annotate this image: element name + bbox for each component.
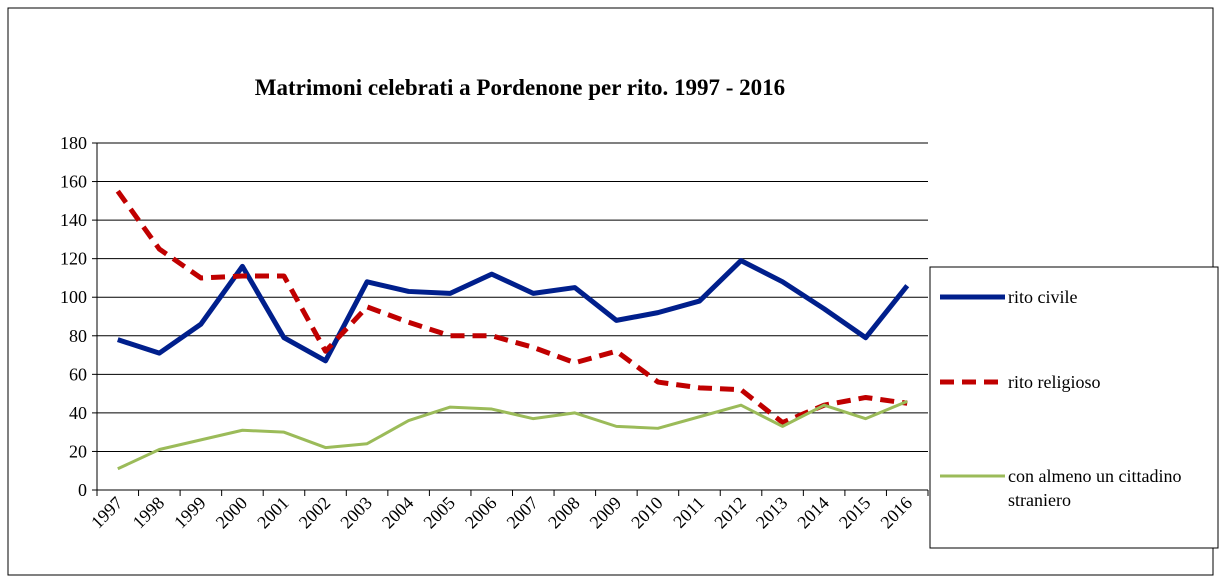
chart-title: Matrimoni celebrati a Pordenone per rito… [255, 75, 785, 100]
series-line [117, 399, 908, 471]
legend-box [929, 266, 1219, 549]
x-tick-label: 2008 [544, 493, 584, 533]
x-tick-label: 1999 [170, 493, 210, 533]
x-tick-label: 2002 [295, 493, 335, 533]
y-tick-label: 60 [69, 364, 87, 384]
x-tick-label: 2004 [378, 493, 418, 533]
x-tick-label: 2014 [793, 493, 833, 533]
y-tick-label: 80 [69, 326, 87, 346]
x-tick-label: 2003 [336, 493, 376, 533]
series-line [117, 258, 910, 364]
y-tick-label: 120 [60, 249, 87, 269]
y-tick-label: 40 [69, 403, 87, 423]
x-tick-label: 2012 [710, 493, 750, 533]
x-tick-label: 2005 [419, 493, 459, 533]
x-tick-label: 2010 [627, 493, 667, 533]
legend-label: rito religioso [1008, 372, 1101, 392]
x-tick-label: 2011 [669, 493, 708, 532]
x-tick-label: 2007 [503, 493, 543, 533]
x-tick-label: 2015 [835, 493, 875, 533]
y-tick-label: 180 [60, 133, 87, 153]
y-tick-label: 140 [60, 210, 87, 230]
y-tick-label: 0 [78, 480, 87, 500]
x-tick-label: 2009 [586, 493, 626, 533]
series-line [115, 189, 908, 426]
y-tick-label: 20 [69, 441, 87, 461]
x-tick-label: 2001 [253, 493, 293, 533]
x-tick-label: 2013 [752, 493, 792, 533]
x-tick-label: 2006 [461, 493, 501, 533]
y-tick-label: 160 [60, 172, 87, 192]
x-tick-label: 2016 [876, 493, 916, 533]
legend-label: con almeno un cittadino straniero [1008, 466, 1182, 510]
x-tick-label: 1997 [87, 493, 127, 533]
y-tick-label: 100 [60, 287, 87, 307]
x-tick-label: 2000 [212, 493, 252, 533]
x-tick-label: 1998 [129, 493, 169, 533]
legend-label: rito civile [1008, 287, 1078, 307]
